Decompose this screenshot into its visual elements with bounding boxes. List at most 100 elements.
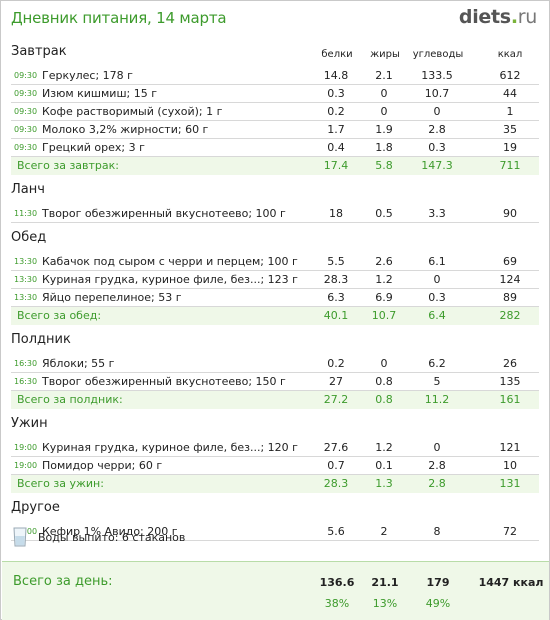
food-time: 13:30	[14, 293, 38, 302]
food-name[interactable]: Изюм кишмиш; 15 г	[42, 87, 157, 100]
day-total: Всего за день: 136.6 21.1 179 1447 ккал …	[2, 561, 549, 620]
food-name[interactable]: Кофе растворимый (сухой); 1 г	[42, 105, 223, 118]
food-time: 16:30	[14, 377, 38, 386]
food-name[interactable]: Творог обезжиренный вкуснотеево; 100 г	[42, 207, 286, 220]
food-value-protein: 27	[329, 375, 343, 388]
food-value-fat: 1.9	[375, 123, 393, 136]
day-total-fat: 21.1	[371, 576, 399, 589]
food-name[interactable]: Грецкий орех; 3 г	[42, 141, 145, 154]
meal-total-carbs: 2.8	[428, 477, 446, 490]
food-time: 11:30	[14, 209, 38, 218]
page-title: Дневник питания, 14 марта	[11, 9, 227, 27]
meal-total-protein: 28.3	[323, 477, 349, 490]
meal-total-row: Всего за обед: 40.1 10.7 6.4 282	[11, 307, 539, 325]
column-header-protein: белки	[321, 49, 353, 60]
day-total-carbs: 179	[426, 576, 450, 589]
food-value-kcal: 1	[506, 105, 514, 118]
site-logo[interactable]: diets.ru	[459, 6, 537, 28]
food-row[interactable]: 16:30 Творог обезжиренный вкуснотеево; 15…	[11, 373, 539, 391]
meal-title: Обед	[11, 230, 47, 245]
food-row[interactable]: 13:30 Куриная грудка, куриное филе, без..…	[11, 271, 539, 289]
food-row[interactable]: 19:00 Куриная грудка, куриное филе, без..…	[11, 439, 539, 457]
food-value-kcal: 124	[499, 273, 521, 286]
food-time: 09:30	[14, 125, 38, 134]
food-name[interactable]: Куриная грудка, куриное филе, без...; 12…	[42, 441, 298, 454]
day-total-carbs-pct: 49%	[425, 597, 451, 610]
food-value-carbs: 2.8	[428, 123, 446, 136]
food-row[interactable]: 09:30 Грецкий орех; 3 г 0.4 1.8 0.3 19	[11, 139, 539, 157]
meal-total-row: Всего за полдник: 27.2 0.8 11.2 161	[11, 391, 539, 409]
food-value-carbs: 0	[433, 441, 441, 454]
food-value-fat: 0.8	[375, 375, 393, 388]
food-value-fat: 1.2	[375, 273, 393, 286]
food-name[interactable]: Творог обезжиренный вкуснотеево; 150 г	[42, 375, 286, 388]
food-value-kcal: 44	[503, 87, 517, 100]
meal-total-protein: 40.1	[323, 309, 349, 322]
food-time: 09:30	[14, 143, 38, 152]
food-value-kcal: 69	[503, 255, 517, 268]
food-value-protein: 27.6	[323, 441, 349, 454]
food-time: 09:30	[14, 89, 38, 98]
food-value-fat: 2.6	[375, 255, 393, 268]
food-value-protein: 28.3	[323, 273, 349, 286]
meal-total-label: Всего за полдник:	[17, 393, 123, 406]
logo-dot: .	[510, 6, 518, 28]
food-value-fat: 0.1	[375, 459, 393, 472]
meal-total-label: Всего за ужин:	[17, 477, 104, 490]
food-time: 19:00	[14, 443, 38, 452]
food-value-protein: 1.7	[327, 123, 345, 136]
meal-total-fat: 1.3	[375, 477, 393, 490]
food-name[interactable]: Кефир 1% Авидо; 200 г	[42, 525, 178, 538]
logo-tld: ru	[517, 6, 538, 28]
food-row[interactable]: 09:30 Молоко 3,2% жирности; 60 г 1.7 1.9 2.8…	[11, 121, 539, 139]
meal-total-carbs: 11.2	[424, 393, 450, 406]
day-total-fat-pct: 13%	[372, 597, 398, 610]
water-intake: Воды выпито: 6 стаканов	[13, 527, 313, 549]
food-name[interactable]: Яйцо перепелиное; 53 г	[42, 291, 182, 304]
meal-total-kcal: 711	[499, 159, 521, 172]
food-value-kcal: 19	[503, 141, 517, 154]
day-total-kcal: 1447 ккал	[478, 576, 544, 589]
food-value-carbs: 8	[433, 525, 441, 538]
food-value-kcal: 90	[503, 207, 517, 220]
food-row[interactable]: 19:00 Помидор черри; 60 г 0.7 0.1 2.8 10	[11, 457, 539, 475]
food-row[interactable]: 09:30 Геркулес; 178 г 14.8 2.1 133.5 612	[11, 67, 539, 85]
food-value-kcal: 612	[499, 69, 521, 82]
meal-total-label: Всего за обед:	[17, 309, 102, 322]
food-value-kcal: 35	[503, 123, 517, 136]
food-value-carbs: 5	[433, 375, 441, 388]
food-value-protein: 5.5	[327, 255, 345, 268]
meal-total-row: Всего за ужин: 28.3 1.3 2.8 131	[11, 475, 539, 493]
food-row[interactable]: 09:30 Кофе растворимый (сухой); 1 г 0.2 0 0 1	[11, 103, 539, 121]
column-header-carbs: углеводы	[412, 49, 464, 60]
food-name[interactable]: Яблоки; 55 г	[42, 357, 115, 370]
food-name[interactable]: Молоко 3,2% жирности; 60 г	[42, 123, 209, 136]
column-header-kcal: ккал	[497, 49, 523, 60]
food-row[interactable]: 13:30 Яйцо перепелиное; 53 г 6.3 6.9 0.3 89	[11, 289, 539, 307]
food-name[interactable]: Куриная грудка, куриное филе, без...; 12…	[42, 273, 298, 286]
food-value-fat: 0	[380, 105, 388, 118]
food-value-kcal: 10	[503, 459, 517, 472]
logo-main: diets	[458, 6, 511, 28]
day-total-protein-pct: 38%	[324, 597, 350, 610]
food-value-protein: 6.3	[327, 291, 345, 304]
water-glass-icon	[13, 527, 27, 547]
meal-title: Завтрак	[11, 44, 67, 59]
meal-title: Ужин	[11, 416, 48, 431]
food-value-carbs: 6.2	[428, 357, 446, 370]
food-value-fat: 6.9	[375, 291, 393, 304]
meal-total-kcal: 161	[499, 393, 521, 406]
food-value-protein: 0.2	[327, 105, 345, 118]
food-value-protein: 18	[329, 207, 343, 220]
food-row[interactable]: 13:30 Кабачок под сыром с черри и перцем;…	[11, 253, 539, 271]
food-row[interactable]: 11:30 Творог обезжиренный вкуснотеево; 10…	[11, 205, 539, 223]
food-name[interactable]: Геркулес; 178 г	[42, 69, 133, 82]
food-row[interactable]: 16:30 Яблоки; 55 г 0.2 0 6.2 26	[11, 355, 539, 373]
food-name[interactable]: Помидор черри; 60 г	[42, 459, 163, 472]
meal-total-kcal: 282	[499, 309, 521, 322]
food-value-fat: 0	[380, 87, 388, 100]
food-name[interactable]: Кабачок под сыром с черри и перцем; 100 …	[42, 255, 298, 268]
food-time: 09:30	[14, 107, 38, 116]
food-row[interactable]: 09:30 Изюм кишмиш; 15 г 0.3 0 10.7 44	[11, 85, 539, 103]
